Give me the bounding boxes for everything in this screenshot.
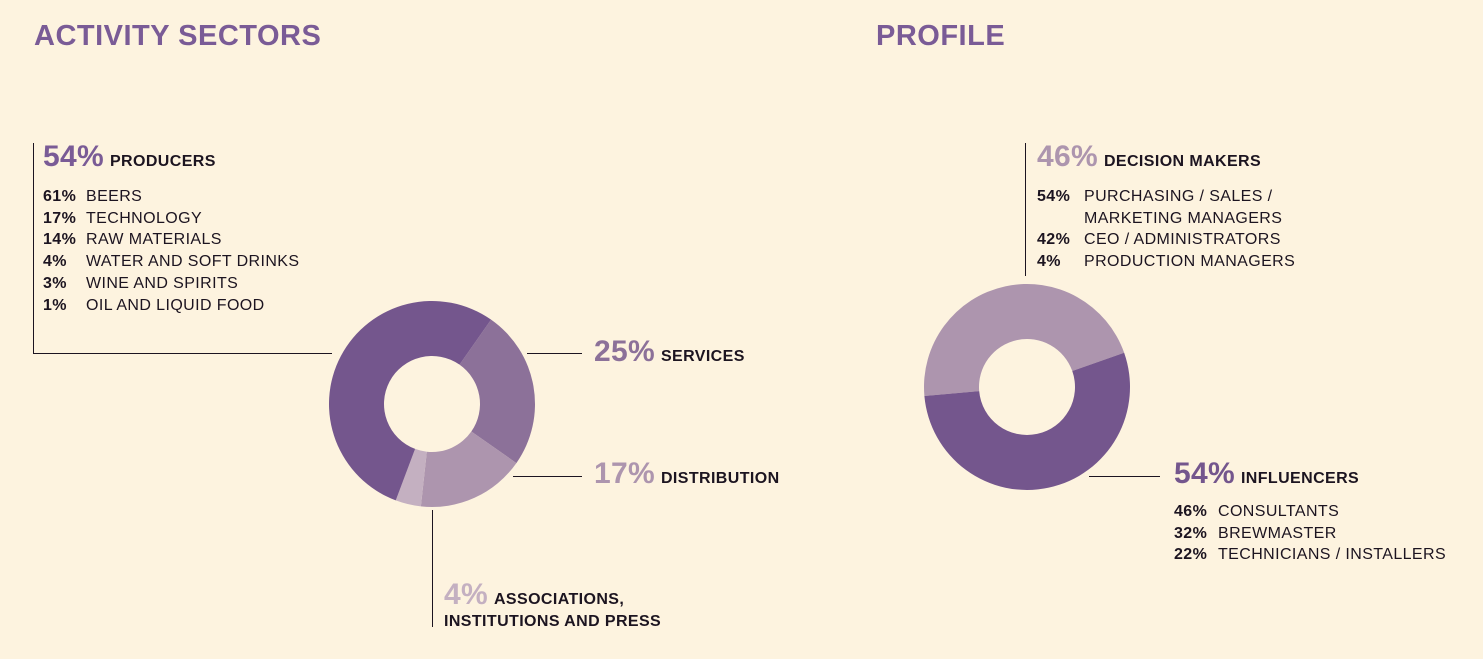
producers-breakdown: 61% BEERS 17% TECHNOLOGY 14% RAW MATERIALS … xyxy=(43,186,299,316)
breakdown-percent: 14% xyxy=(43,231,77,249)
producers-leader-vertical xyxy=(33,143,34,354)
producers-heading: 54% PRODUCERS xyxy=(43,140,216,174)
breakdown-label: WATER AND SOFT DRINKS xyxy=(86,253,300,271)
breakdown-label: CONSULTANTS xyxy=(1218,503,1340,520)
decision-heading: 46% DECISION MAKERS xyxy=(1037,140,1261,174)
associations-heading: 4% ASSOCIATIONS, INSTITUTIONS AND PRESS xyxy=(444,578,661,631)
donut-slice-distribution xyxy=(420,431,517,507)
profile-title: PROFILE xyxy=(876,20,1006,52)
influencers-label: INFLUENCERS xyxy=(1240,470,1360,487)
breakdown-row: 32% BREWMASTER xyxy=(1174,523,1446,545)
decision-breakdown: 54% PURCHASING / SALES / MARKETING MANAGE… xyxy=(1037,186,1295,273)
activity-donut-chart xyxy=(329,301,535,507)
decision-leader xyxy=(1025,143,1026,276)
breakdown-label: TECHNICIANS / INSTALLERS xyxy=(1218,546,1447,564)
breakdown-row: 3% WINE AND SPIRITS xyxy=(43,273,299,295)
breakdown-row: 4% WATER AND SOFT DRINKS xyxy=(43,251,299,273)
services-heading: 25% SERVICES xyxy=(594,335,745,369)
breakdown-label: MARKETING MANAGERS xyxy=(1084,209,1283,227)
decision-label: DECISION MAKERS xyxy=(1103,153,1262,170)
associations-percent: 4% xyxy=(444,578,488,611)
donut-slice-producers xyxy=(329,301,492,501)
breakdown-row: 22% TECHNICIANS / INSTALLERS xyxy=(1174,544,1446,566)
breakdown-label: RAW MATERIALS xyxy=(86,231,222,249)
producers-leader-horizontal xyxy=(33,353,332,354)
decision-percent: 46% xyxy=(1037,140,1098,173)
services-leader xyxy=(527,353,582,354)
influencers-percent: 54% xyxy=(1174,457,1235,490)
services-label: SERVICES xyxy=(660,348,745,365)
producers-percent: 54% xyxy=(43,140,104,173)
breakdown-row: 61% BEERS xyxy=(43,186,299,208)
breakdown-label: PRODUCTION MANAGERS xyxy=(1084,253,1296,271)
breakdown-percent: 54% xyxy=(1037,188,1071,205)
breakdown-row: 17% TECHNOLOGY xyxy=(43,208,299,230)
breakdown-label: TECHNOLOGY xyxy=(86,209,203,227)
distribution-leader xyxy=(513,476,582,477)
associations-label-line1: ASSOCIATIONS, xyxy=(493,591,625,608)
producers-label: PRODUCERS xyxy=(109,153,216,170)
breakdown-label: PURCHASING / SALES / xyxy=(1084,188,1273,205)
donut-slice-services xyxy=(459,319,535,464)
influencers-leader xyxy=(1089,476,1160,477)
donut-slice-decision-makers xyxy=(924,284,1125,396)
breakdown-percent: 4% xyxy=(1037,253,1061,271)
breakdown-row: MARKETING MANAGERS xyxy=(1037,208,1295,230)
breakdown-row: 14% RAW MATERIALS xyxy=(43,229,299,251)
breakdown-percent: 61% xyxy=(43,188,77,205)
breakdown-row: 1% OIL AND LIQUID FOOD xyxy=(43,295,299,317)
breakdown-row: 4% PRODUCTION MANAGERS xyxy=(1037,251,1295,273)
breakdown-label: OIL AND LIQUID FOOD xyxy=(86,296,265,314)
donut-slice-influencers xyxy=(924,352,1130,491)
breakdown-row: 54% PURCHASING / SALES / xyxy=(1037,186,1295,208)
influencers-heading: 54% INFLUENCERS xyxy=(1174,457,1359,491)
breakdown-percent: 42% xyxy=(1037,231,1071,249)
breakdown-percent: 46% xyxy=(1174,503,1208,520)
breakdown-label: WINE AND SPIRITS xyxy=(86,274,239,292)
associations-leader xyxy=(432,510,433,627)
services-percent: 25% xyxy=(594,335,655,368)
breakdown-label: BEERS xyxy=(86,188,143,205)
distribution-percent: 17% xyxy=(594,457,655,490)
breakdown-label: CEO / ADMINISTRATORS xyxy=(1084,231,1281,249)
influencers-breakdown: 46% CONSULTANTS 32% BREWMASTER 22% TECHNICI… xyxy=(1174,501,1446,566)
activity-sectors-title: ACTIVITY SECTORS xyxy=(34,20,322,52)
breakdown-percent: 32% xyxy=(1174,524,1208,542)
distribution-heading: 17% DISTRIBUTION xyxy=(594,457,780,491)
breakdown-row: 42% CEO / ADMINISTRATORS xyxy=(1037,229,1295,251)
breakdown-label: BREWMASTER xyxy=(1218,524,1337,542)
profile-donut-chart xyxy=(924,284,1130,491)
breakdown-percent: 1% xyxy=(43,296,67,314)
breakdown-percent: 17% xyxy=(43,209,77,227)
associations-label-line2: INSTITUTIONS AND PRESS xyxy=(444,613,662,630)
breakdown-percent: 4% xyxy=(43,253,67,271)
donut-slice-associations-institutions-and-press xyxy=(395,448,427,507)
breakdown-percent: 3% xyxy=(43,274,67,292)
breakdown-percent: 22% xyxy=(1174,546,1208,564)
breakdown-row: 46% CONSULTANTS xyxy=(1174,501,1446,523)
distribution-label: DISTRIBUTION xyxy=(660,470,780,487)
